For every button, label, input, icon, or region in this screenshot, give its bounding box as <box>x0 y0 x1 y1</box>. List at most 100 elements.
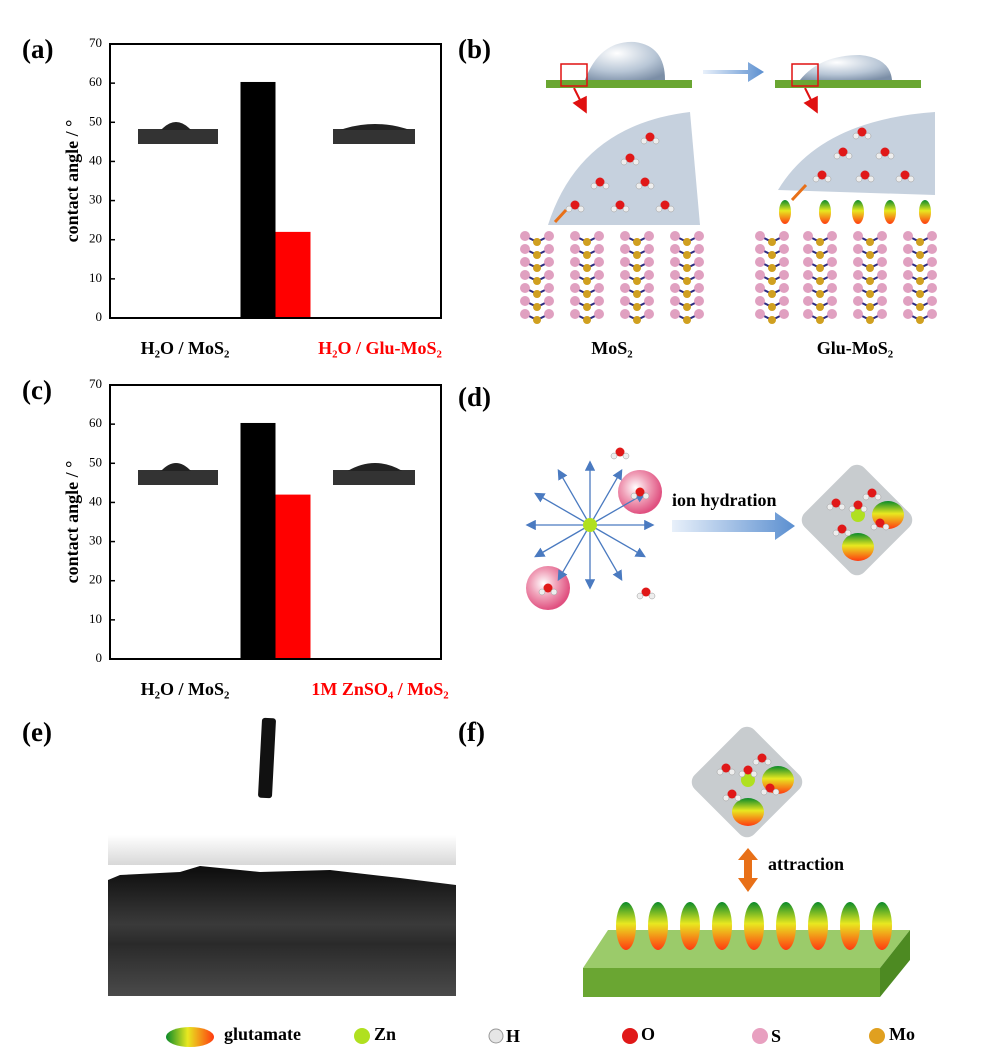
atom-mo <box>768 264 776 272</box>
atom-mo <box>583 277 591 285</box>
atom-s <box>620 309 630 319</box>
arrow-label: ion hydration <box>672 490 777 510</box>
atom-s <box>670 296 680 306</box>
arrow <box>672 512 795 540</box>
atom-s <box>853 296 863 306</box>
glutamate <box>884 200 896 224</box>
atom-mo <box>583 251 591 259</box>
atom-mo <box>768 303 776 311</box>
glutamate <box>819 200 831 224</box>
legend-label: S <box>771 1026 781 1046</box>
plot-frame <box>109 384 442 660</box>
atom-s <box>570 257 580 267</box>
field-arrow <box>534 524 591 558</box>
atom-s <box>544 257 554 267</box>
field-arrow <box>589 469 623 526</box>
droplet <box>585 41 665 80</box>
atom-h <box>620 158 628 166</box>
droplet-photo <box>138 470 218 485</box>
field-arrow <box>534 492 591 526</box>
atom-zn <box>851 508 865 522</box>
atom-h <box>590 182 598 190</box>
legend: glutamate Zn H O S Mo <box>166 1024 915 1047</box>
atom-s <box>570 231 580 241</box>
atom-mo <box>683 251 691 259</box>
drop-zoom <box>778 112 935 195</box>
atom-o <box>625 153 635 163</box>
atom-h <box>845 152 853 160</box>
atom-o <box>727 789 737 799</box>
atom-h <box>875 152 883 160</box>
atom-s <box>694 283 704 293</box>
atom-o <box>641 587 651 597</box>
atom-mo <box>768 290 776 298</box>
atom-s <box>694 270 704 280</box>
y-axis-label: contact angle / ° <box>62 120 82 243</box>
legend-swatch <box>354 1028 370 1044</box>
atom-s <box>903 270 913 280</box>
atom-s <box>694 296 704 306</box>
droplet-photo <box>340 124 410 130</box>
atom-h <box>874 493 882 501</box>
atom-o <box>875 518 885 528</box>
atom-mo <box>866 303 874 311</box>
atom-mo <box>816 303 824 311</box>
atom-mo <box>816 264 824 272</box>
panel-label: (d) <box>458 382 491 412</box>
atom-s <box>779 270 789 280</box>
atom-s <box>694 231 704 241</box>
panel-label: (b) <box>458 34 491 64</box>
atom-s <box>544 283 554 293</box>
arrow-label: attraction <box>768 854 844 874</box>
droplet <box>800 55 892 80</box>
atom-s <box>644 257 654 267</box>
atom-s <box>755 270 765 280</box>
glutamate <box>808 902 828 950</box>
legend-label: O <box>641 1024 655 1044</box>
atom-o <box>817 170 827 180</box>
glutamate <box>732 798 764 826</box>
atom-zn <box>583 518 597 532</box>
atom-s <box>644 270 654 280</box>
atom-s <box>755 257 765 267</box>
atom-s <box>803 283 813 293</box>
atom-h <box>565 205 573 213</box>
legend-label: glutamate <box>224 1024 301 1044</box>
atom-s <box>877 296 887 306</box>
atom-s <box>520 231 530 241</box>
atom-mo <box>816 238 824 246</box>
y-tick-label: 60 <box>89 415 102 430</box>
atom-s <box>827 231 837 241</box>
droplet-photo <box>161 463 191 471</box>
photo-sample <box>108 866 456 996</box>
atom-s <box>520 244 530 254</box>
atom-o <box>635 487 645 497</box>
atom-h <box>812 175 820 183</box>
atom-s <box>903 257 913 267</box>
y-tick-label: 40 <box>89 152 102 167</box>
atom-mo <box>583 290 591 298</box>
atom-o <box>743 765 753 775</box>
atom-mo <box>533 264 541 272</box>
atom-s <box>853 309 863 319</box>
atom-o <box>867 488 877 498</box>
atom-h <box>752 758 760 766</box>
double-arrow <box>738 848 758 892</box>
x-category-label: H₂O / MoS₂ <box>141 338 230 358</box>
plot-frame <box>109 43 442 319</box>
atom-mo <box>683 277 691 285</box>
atom-h <box>716 768 724 776</box>
atom-s <box>779 257 789 267</box>
atom-h <box>832 529 840 537</box>
zoom-arrow <box>803 87 818 114</box>
atom-mo <box>916 251 924 259</box>
atom-h <box>622 205 630 213</box>
atom-s <box>594 244 604 254</box>
y-tick-label: 30 <box>89 533 102 548</box>
atom-o <box>757 753 767 763</box>
atom-mo <box>916 238 924 246</box>
atom-s <box>544 270 554 280</box>
atom-mo <box>633 290 641 298</box>
atom-s <box>927 270 937 280</box>
atom-mo <box>683 316 691 324</box>
